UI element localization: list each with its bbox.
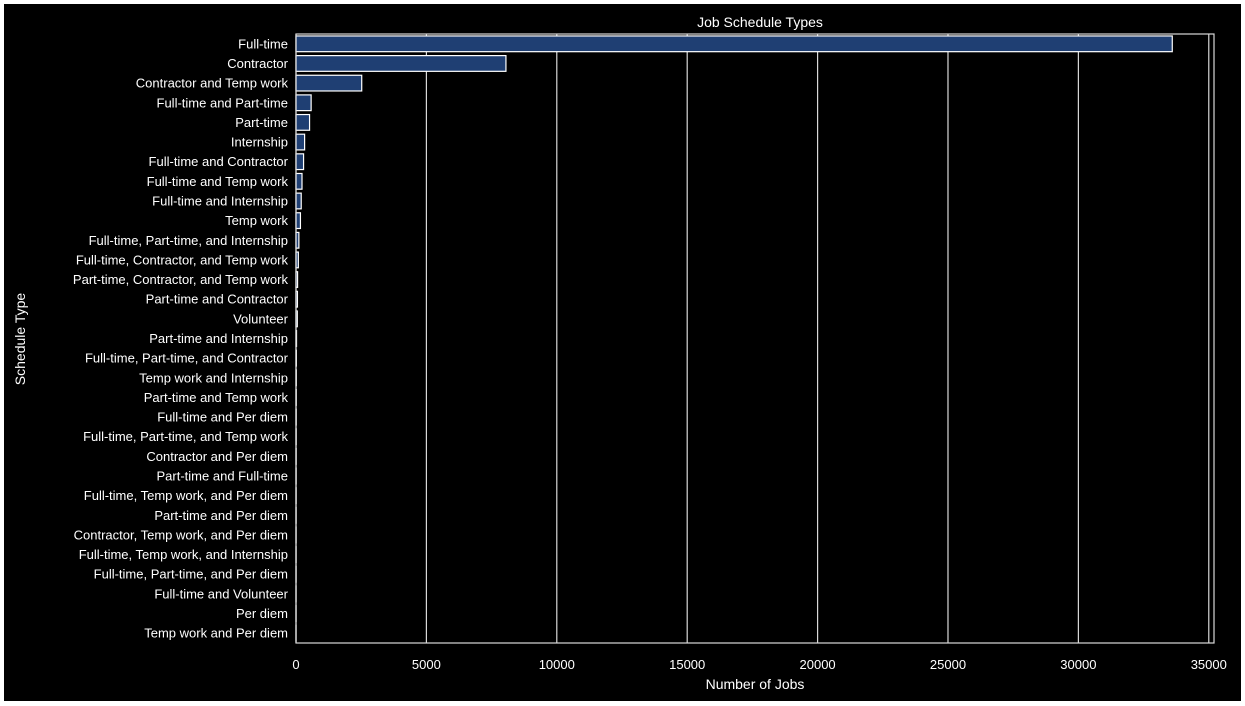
x-tick-label: 10000	[539, 657, 575, 672]
y-axis-label: Schedule Type	[12, 293, 28, 386]
y-tick-label: Part-time and Internship	[149, 331, 288, 346]
y-tick-label: Contractor	[227, 56, 288, 71]
x-tick-label: 20000	[800, 657, 836, 672]
y-tick-label: Temp work	[225, 213, 288, 228]
y-tick-label: Internship	[231, 135, 288, 150]
y-tick-label: Contractor and Per diem	[146, 449, 288, 464]
x-tick-label: 0	[292, 657, 299, 672]
y-tick-label: Part-time, Contractor, and Temp work	[73, 272, 289, 287]
bar	[296, 115, 310, 131]
y-tick-label: Part-time and Per diem	[154, 508, 288, 523]
bar	[296, 193, 301, 209]
y-tick-label: Full-time, Temp work, and Internship	[79, 547, 288, 562]
bar	[296, 213, 300, 229]
y-tick-label: Full-time and Internship	[152, 193, 288, 208]
y-tick-label: Full-time, Part-time, and Temp work	[83, 429, 288, 444]
bar	[296, 173, 302, 189]
bars	[296, 36, 1172, 641]
y-tick-label: Full-time and Contractor	[149, 154, 289, 169]
bar	[296, 56, 506, 72]
y-tick-label: Part-time and Temp work	[144, 390, 289, 405]
x-tick-labels: 0 5000 10000 15000 20000 25000 30000 35000	[292, 657, 1226, 672]
y-tick-label: Full-time and Volunteer	[154, 586, 288, 601]
y-tick-label: Full-time, Contractor, and Temp work	[76, 252, 289, 267]
x-tick-label: 25000	[930, 657, 966, 672]
x-tick-label: 35000	[1191, 657, 1227, 672]
bar-chart: Job Schedule Types Full-time Contractor Co…	[4, 4, 1241, 701]
y-tick-label: Full-time, Temp work, and Per diem	[84, 488, 288, 503]
y-tick-label: Temp work and Internship	[139, 370, 288, 385]
x-tick-label: 5000	[412, 657, 441, 672]
x-tick-label: 15000	[669, 657, 705, 672]
y-tick-label: Volunteer	[233, 311, 289, 326]
y-tick-label: Per diem	[236, 606, 288, 621]
grid-lines	[296, 34, 1209, 643]
bar	[296, 134, 305, 150]
y-tick-label: Full-time, Part-time, and Internship	[89, 233, 288, 248]
y-tick-label: Full-time, Part-time, and Per diem	[94, 567, 288, 582]
y-tick-label: Contractor, Temp work, and Per diem	[74, 527, 288, 542]
y-tick-label: Full-time and Part-time	[157, 95, 288, 110]
x-axis-label: Number of Jobs	[706, 676, 805, 692]
y-tick-labels: Full-time Contractor Contractor and Temp w…	[73, 36, 289, 640]
chart-panel: Job Schedule Types Full-time Contractor Co…	[4, 4, 1241, 701]
y-tick-label: Part-time and Contractor	[146, 292, 289, 307]
chart-title: Job Schedule Types	[697, 14, 823, 30]
bar	[296, 95, 311, 111]
y-tick-label: Full-time and Per diem	[157, 410, 288, 425]
y-tick-label: Contractor and Temp work	[136, 76, 289, 91]
y-tick-label: Part-time and Full-time	[157, 469, 288, 484]
x-tick-label: 30000	[1060, 657, 1096, 672]
bar	[296, 75, 362, 91]
y-tick-label: Part-time	[235, 115, 288, 130]
y-tick-label: Full-time and Temp work	[147, 174, 289, 189]
bar	[296, 36, 1172, 52]
y-tick-label: Full-time	[238, 36, 288, 51]
bar	[296, 154, 304, 170]
y-tick-label: Full-time, Part-time, and Contractor	[85, 351, 289, 366]
plot-frame	[296, 34, 1214, 643]
y-tick-label: Temp work and Per diem	[144, 626, 288, 641]
